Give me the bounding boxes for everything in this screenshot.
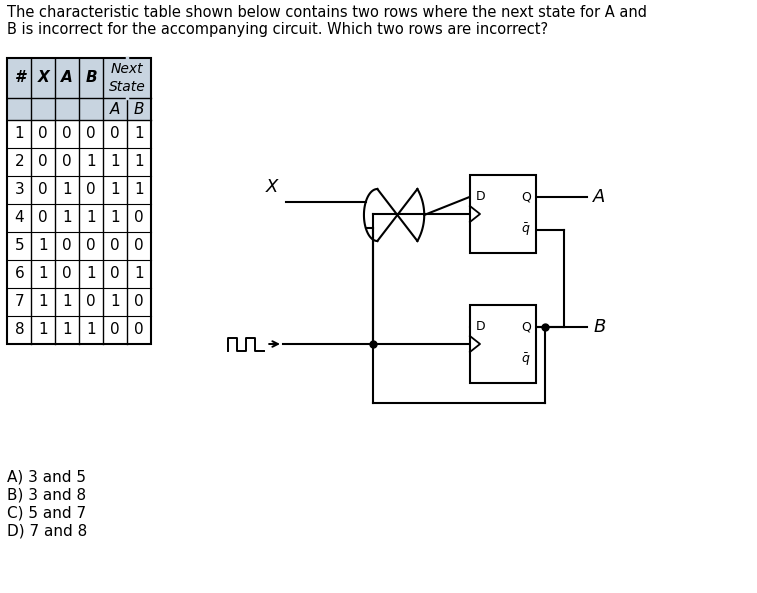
Text: 1: 1 [62, 323, 72, 337]
Text: 1: 1 [62, 211, 72, 225]
Text: 0: 0 [134, 211, 144, 225]
Text: B: B [134, 101, 145, 116]
Bar [8, 58, 151, 344]
Bar [470, 175, 536, 253]
Text: B: B [593, 318, 606, 336]
Text: 1: 1 [134, 155, 144, 170]
Text: B: B [86, 71, 97, 85]
Text: 0: 0 [86, 238, 96, 253]
Text: 1: 1 [39, 266, 48, 282]
Text: X: X [37, 71, 49, 85]
Text: 0: 0 [111, 323, 120, 337]
Text: B) 3 and 8: B) 3 and 8 [8, 487, 86, 502]
Text: 0: 0 [39, 183, 48, 197]
Text: 1: 1 [62, 183, 72, 197]
Text: 1: 1 [39, 295, 48, 310]
Text: Q: Q [521, 190, 531, 203]
Text: A) 3 and 5: A) 3 and 5 [8, 470, 86, 484]
Text: 0: 0 [134, 323, 144, 337]
Text: 1: 1 [111, 183, 120, 197]
Text: 0: 0 [62, 126, 72, 142]
Text: 4: 4 [14, 211, 24, 225]
Text: D: D [475, 190, 485, 203]
Text: D) 7 and 8: D) 7 and 8 [8, 524, 88, 538]
Text: A: A [61, 71, 73, 85]
Text: 0: 0 [86, 183, 96, 197]
Text: 1: 1 [111, 155, 120, 170]
Text: $\bar{q}$: $\bar{q}$ [522, 221, 531, 238]
Text: 0: 0 [86, 126, 96, 142]
Bar [470, 305, 536, 383]
Text: 0: 0 [134, 238, 144, 253]
Bar [8, 58, 151, 120]
Text: 6: 6 [14, 266, 24, 282]
Text: 0: 0 [39, 211, 48, 225]
Text: 1: 1 [86, 323, 96, 337]
Text: 1: 1 [39, 238, 48, 253]
Text: The characteristic table shown below contains two rows where the next state for : The characteristic table shown below con… [8, 5, 647, 37]
Text: #: # [14, 71, 25, 85]
Text: A: A [110, 101, 120, 116]
Text: 1: 1 [86, 155, 96, 170]
Text: 1: 1 [62, 295, 72, 310]
Text: 0: 0 [39, 155, 48, 170]
Text: Next
State: Next State [109, 62, 145, 94]
Text: 1: 1 [86, 266, 96, 282]
Text: 7: 7 [14, 295, 24, 310]
Text: 0: 0 [62, 266, 72, 282]
Text: D: D [475, 320, 485, 333]
Text: 0: 0 [62, 155, 72, 170]
Text: 1: 1 [14, 126, 24, 142]
Text: C) 5 and 7: C) 5 and 7 [8, 505, 86, 521]
Text: 3: 3 [14, 183, 24, 197]
Text: Q: Q [521, 320, 531, 333]
Text: 8: 8 [14, 323, 24, 337]
Text: 0: 0 [111, 238, 120, 253]
Text: 1: 1 [111, 295, 120, 310]
Text: X: X [266, 178, 278, 196]
Text: 0: 0 [111, 266, 120, 282]
Text: 1: 1 [86, 211, 96, 225]
Text: 2: 2 [14, 155, 24, 170]
Text: 5: 5 [14, 238, 24, 253]
Text: 0: 0 [39, 126, 48, 142]
Text: 1: 1 [111, 211, 120, 225]
Text: 0: 0 [134, 295, 144, 310]
Text: 0: 0 [86, 295, 96, 310]
Text: 1: 1 [39, 323, 48, 337]
Text: 0: 0 [62, 238, 72, 253]
Text: 0: 0 [111, 126, 120, 142]
Text: A: A [593, 188, 606, 206]
Text: 1: 1 [134, 126, 144, 142]
Text: 1: 1 [134, 266, 144, 282]
Text: $\bar{q}$: $\bar{q}$ [522, 351, 531, 368]
Text: 1: 1 [134, 183, 144, 197]
